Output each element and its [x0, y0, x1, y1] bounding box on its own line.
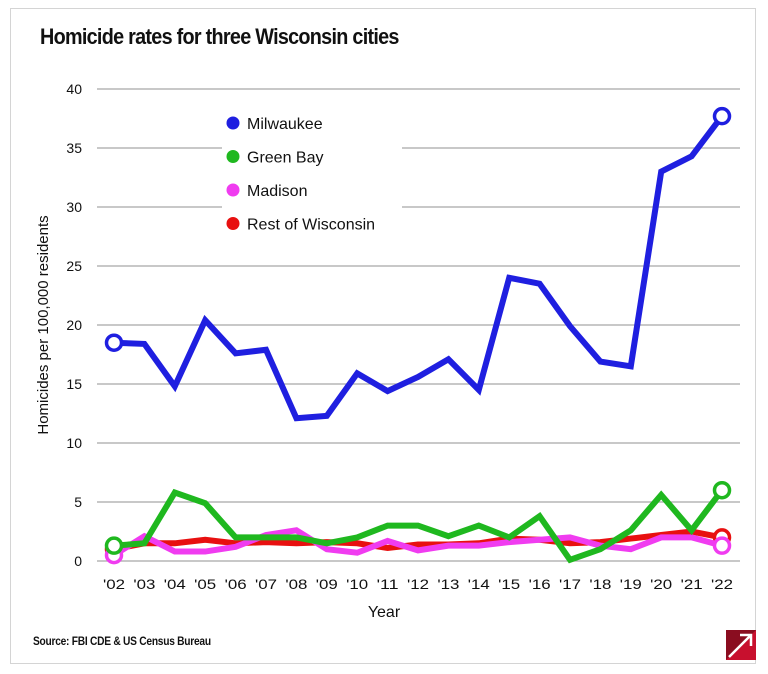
chart-title: Homicide rates for three Wisconsin citie… [40, 24, 399, 49]
y-tick-label: 0 [74, 553, 82, 569]
x-tick-label: '17 [559, 576, 581, 592]
legend-background [222, 100, 402, 240]
y-axis-label: Homicides per 100,000 residents [35, 215, 52, 434]
x-tick-label: '21 [681, 576, 703, 592]
x-tick-label: '05 [194, 576, 216, 592]
x-axis-label: Year [368, 604, 401, 621]
series-line-green-bay [113, 488, 725, 564]
y-tick-label: 10 [66, 435, 82, 451]
endpoint-marker [712, 106, 732, 126]
endpoint-marker [104, 536, 124, 555]
legend-marker [226, 183, 240, 197]
x-tick-label: '22 [711, 576, 733, 592]
series-line-milwaukee [113, 114, 725, 422]
legend-label: Green Bay [247, 150, 323, 167]
endpoint-marker [104, 333, 124, 352]
x-tick-label: '15 [498, 576, 520, 592]
legend-label: Milwaukee [247, 116, 323, 133]
x-tick-label: '08 [285, 576, 307, 592]
x-tick-label: '20 [650, 576, 672, 592]
legend-label: Madison [247, 183, 307, 200]
x-tick-label: '11 [377, 576, 399, 592]
x-tick-label: '02 [103, 576, 125, 592]
x-tick-label: '16 [529, 576, 551, 592]
x-tick-label: '10 [346, 576, 368, 592]
x-tick-label: '12 [407, 576, 429, 592]
publisher-logo [726, 630, 756, 660]
legend-marker [226, 217, 240, 230]
endpoint-marker [712, 480, 732, 500]
x-tick-label: '07 [255, 576, 277, 592]
legend-label: Rest of Wisconsin [247, 217, 375, 234]
series-line-madison [112, 527, 723, 558]
y-tick-label: 30 [66, 199, 82, 215]
endpoint-marker [712, 536, 732, 555]
x-tick-label: '19 [620, 576, 642, 592]
legend-marker [226, 150, 240, 163]
x-tick-label: '06 [225, 576, 247, 592]
x-tick-label: '18 [589, 576, 611, 592]
x-tick-label: '03 [133, 576, 155, 592]
legend-marker [226, 116, 240, 130]
x-tick-label: '04 [164, 576, 186, 592]
x-tick-label: '09 [316, 576, 338, 592]
y-tick-label: 20 [66, 317, 82, 333]
source-note: Source: FBI CDE & US Census Bureau [33, 634, 211, 648]
y-tick-label: 35 [66, 140, 82, 156]
y-tick-label: 40 [66, 81, 82, 97]
y-tick-label: 25 [66, 258, 82, 274]
y-tick-label: 15 [66, 376, 82, 392]
x-tick-label: '14 [468, 576, 490, 592]
y-tick-label: 5 [74, 494, 82, 510]
x-tick-label: '13 [437, 576, 459, 592]
